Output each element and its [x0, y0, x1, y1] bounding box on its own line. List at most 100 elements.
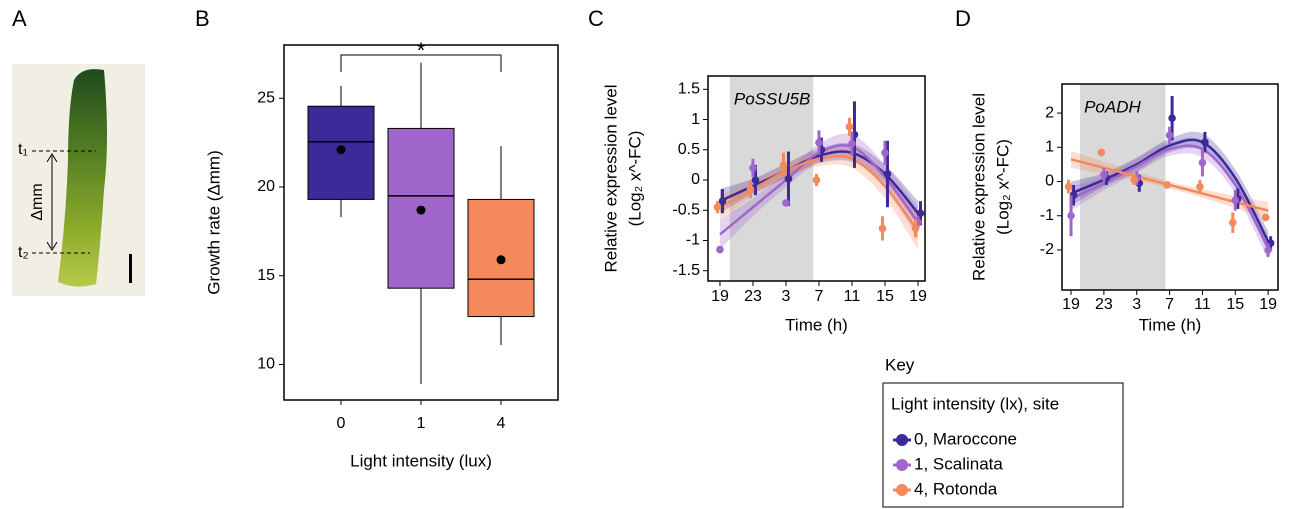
- mean-dot: [336, 145, 346, 155]
- point: [1264, 246, 1272, 254]
- legend-marker: [896, 484, 908, 496]
- point: [815, 138, 823, 147]
- x-axis-title: Time (h): [1139, 315, 1202, 334]
- x-tick-label: 23: [1095, 296, 1113, 313]
- x-tick-label: 11: [1194, 296, 1211, 313]
- plot-frame: [707, 75, 926, 282]
- scale-bar: [129, 254, 132, 283]
- leaf: [58, 69, 107, 287]
- x-tick-label: 3: [1132, 296, 1141, 313]
- panel-letter: C: [588, 6, 604, 31]
- legend-label: 4, Rotonda: [914, 479, 998, 498]
- point: [1064, 182, 1073, 191]
- x-axis-title: Time (h): [785, 315, 848, 334]
- y-tick-label: 0: [691, 171, 700, 188]
- y-tick-label: -1: [1040, 207, 1054, 224]
- point: [718, 197, 727, 205]
- y-tick-label: 15: [257, 267, 275, 284]
- x-tick-label: 7: [815, 288, 824, 305]
- point: [1228, 218, 1237, 227]
- x-tick-label: 19: [1062, 296, 1080, 313]
- y-tick-label: 1: [1045, 139, 1054, 156]
- x-tick-label: 15: [1226, 296, 1244, 313]
- x-axis-title: Light intensity (lux): [350, 451, 492, 470]
- panel-letter: A: [12, 6, 27, 31]
- y-axis-title: Relative expression level: [601, 84, 620, 272]
- point: [1097, 148, 1106, 157]
- panel-letter: D: [955, 6, 971, 31]
- point: [1163, 181, 1171, 189]
- point: [1201, 138, 1209, 146]
- legend-label: 0, Maroccone: [914, 429, 1017, 448]
- arrow-heads: [46, 153, 58, 251]
- mean-dot: [496, 255, 506, 265]
- x-tick-label: 0: [337, 415, 346, 432]
- fit-band: [719, 148, 918, 250]
- y-axis-title: Growth rate (Δmm): [204, 150, 223, 295]
- gene-label: PoSSU5B: [734, 89, 811, 108]
- point: [782, 199, 790, 207]
- point: [749, 164, 757, 172]
- point: [1198, 158, 1207, 167]
- y-axis-title: (Log₂ x^-FC): [625, 131, 644, 227]
- panel-a: A t₁ t₂ Δmm: [12, 6, 145, 296]
- point: [713, 203, 722, 212]
- point: [883, 170, 892, 178]
- point: [1067, 211, 1075, 220]
- y-tick-label: -2: [1040, 241, 1054, 258]
- point: [784, 175, 793, 183]
- delta-label: Δmm: [29, 183, 46, 220]
- y-tick-label: 0: [1045, 173, 1054, 190]
- point: [878, 224, 887, 233]
- fit-band: [719, 133, 918, 250]
- y-tick-label: 1: [691, 111, 700, 128]
- y-tick-label: 10: [257, 356, 275, 373]
- point: [716, 245, 724, 254]
- x-tick-label: 11: [844, 288, 861, 305]
- y-axis-title: Relative expression level: [969, 93, 988, 281]
- point: [845, 122, 854, 131]
- key-header: Light intensity (lx), site: [891, 394, 1059, 413]
- point: [1168, 114, 1176, 123]
- legend-label: 1, Scalinata: [914, 454, 1003, 473]
- t1-label: t₁: [18, 141, 28, 158]
- y-tick-label: 1.5: [678, 81, 700, 98]
- plot-frame: [1061, 83, 1279, 291]
- point: [911, 224, 920, 233]
- gene-label: PoADH: [1084, 97, 1141, 116]
- y-tick-label: 0.5: [678, 141, 700, 158]
- y-axis-title: (Log₂ x^-FC): [993, 139, 1012, 235]
- point: [881, 148, 889, 157]
- point: [746, 185, 755, 193]
- key-box: [882, 382, 1124, 508]
- point: [848, 139, 856, 148]
- point: [1165, 131, 1174, 140]
- x-tick-label: 1: [417, 415, 426, 432]
- point: [812, 176, 821, 184]
- panel-letter: B: [195, 6, 210, 31]
- x-tick-label: 4: [497, 415, 506, 432]
- point: [1261, 213, 1270, 222]
- box: [307, 105, 375, 200]
- y-tick-label: -0.5: [672, 201, 700, 218]
- fit-band: [719, 142, 918, 226]
- key-title: Key: [885, 355, 915, 374]
- y-tick-label: 20: [257, 178, 275, 195]
- x-tick-label: 19: [909, 288, 927, 305]
- point: [779, 161, 788, 169]
- y-tick-label: 2: [1045, 104, 1054, 121]
- legend-marker: [896, 434, 908, 446]
- t2-label: t₂: [18, 244, 29, 261]
- significance-label: *: [417, 38, 426, 63]
- point: [751, 176, 760, 184]
- x-tick-label: 19: [711, 288, 729, 305]
- x-tick-label: 15: [876, 288, 894, 305]
- y-tick-label: 25: [257, 89, 275, 106]
- x-tick-label: 23: [744, 288, 762, 305]
- significance-bracket: [340, 54, 502, 72]
- x-tick-label: 19: [1259, 296, 1277, 313]
- point: [916, 209, 925, 218]
- y-tick-label: -1.5: [672, 262, 700, 279]
- fit-band: [1071, 137, 1269, 261]
